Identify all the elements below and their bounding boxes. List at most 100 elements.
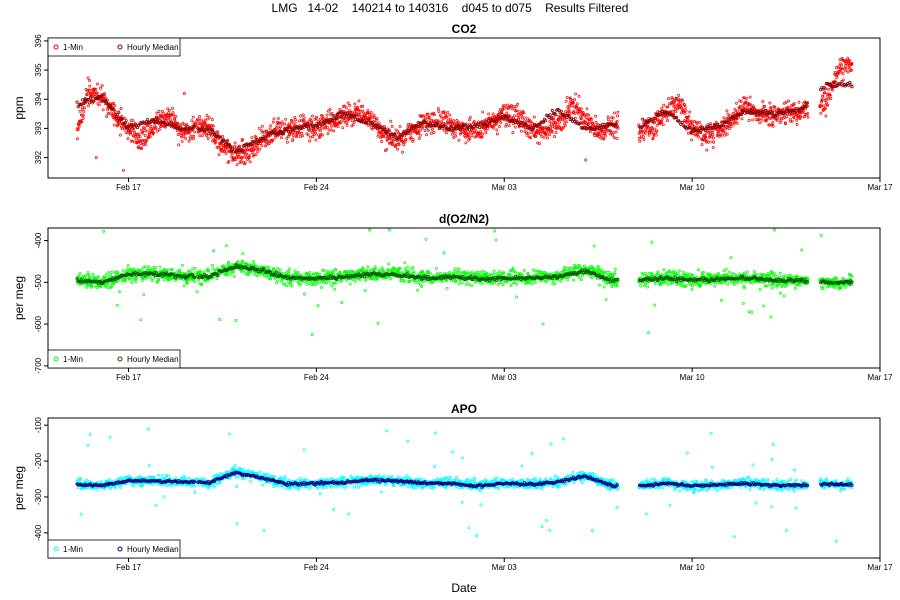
data-point-1min [511, 266, 515, 270]
data-point-1min [109, 273, 113, 277]
data-point-1min [85, 93, 89, 97]
data-point-hourly [500, 112, 504, 117]
data-point-1min [141, 131, 145, 135]
data-point-1min [460, 281, 464, 285]
data-point-1min [711, 145, 715, 149]
data-point-1min [845, 66, 849, 70]
data-point-hourly [331, 114, 335, 118]
data-point-1min [686, 272, 690, 276]
data-point-1min [840, 63, 844, 67]
data-point-1min [359, 105, 363, 108]
data-point-1min [324, 126, 328, 130]
data-point-1min [166, 119, 170, 123]
data-point-1min [738, 104, 742, 108]
data-point-1min [115, 303, 119, 307]
data-point-1min [650, 240, 654, 244]
data-point-1min [182, 92, 186, 95]
data-point-1min [690, 138, 694, 142]
data-point-1min [559, 279, 563, 283]
data-point-1min [149, 125, 153, 128]
data-point-1min [714, 120, 718, 124]
data-point-1min [806, 115, 810, 119]
data-point-1min [310, 131, 314, 135]
data-point-1min [515, 282, 519, 286]
data-point-1min [513, 114, 516, 118]
data-point-1min [724, 267, 728, 271]
data-point-1min [547, 133, 551, 137]
data-point-1min [113, 104, 117, 108]
data-point-1min [436, 119, 440, 123]
data-point-1min [579, 107, 583, 111]
data-point-1min [822, 104, 826, 108]
data-point-1min [494, 238, 498, 242]
data-point-1min [275, 279, 279, 283]
data-point-1min [769, 106, 773, 109]
data-point-1min [657, 272, 661, 276]
data-point-hourly [703, 128, 708, 132]
data-point-1min [329, 128, 333, 132]
data-point-1min [117, 290, 121, 294]
data-point-1min [284, 117, 288, 121]
data-point-1min [563, 118, 567, 122]
data-point-1min [125, 267, 129, 271]
data-point-1min [90, 92, 94, 96]
data-point-1min [322, 269, 326, 272]
data-point-1min [140, 268, 143, 272]
data-point-1min [138, 134, 142, 138]
data-point-1min [684, 283, 688, 287]
data-point-1min [645, 129, 649, 133]
data-point-hourly [75, 100, 79, 104]
data-point-1min [662, 268, 666, 272]
data-point-1min [375, 117, 379, 121]
data-point-1min [801, 109, 805, 113]
data-point-1min [207, 123, 211, 127]
data-point-1min [687, 114, 691, 118]
data-point-1min [314, 131, 318, 135]
data-point-1min [713, 284, 717, 288]
data-point-1min [150, 129, 154, 133]
data-point-1min [496, 282, 500, 286]
data-point-1min [748, 103, 752, 107]
data-point-1min [585, 107, 589, 111]
data-point-hourly [785, 112, 789, 116]
data-point-1min [513, 270, 517, 274]
data-point-hourly [158, 118, 162, 122]
data-point-1min [777, 116, 781, 120]
data-point-1min [121, 268, 125, 272]
data-point-1min [137, 132, 141, 136]
data-point-1min [387, 228, 391, 232]
data-point-1min [797, 100, 801, 104]
data-point-1min [784, 101, 788, 104]
data-point-1min [384, 135, 388, 139]
data-point-1min [595, 277, 599, 281]
data-point-1min [600, 133, 604, 137]
data-point-1min [389, 119, 393, 123]
data-point-1min [507, 124, 511, 128]
data-point-1min [704, 132, 708, 136]
data-point-1min [537, 142, 541, 146]
data-point-1min [497, 112, 501, 116]
data-point-1min [819, 104, 823, 108]
data-point-1min [346, 101, 350, 105]
data-point-1min [182, 284, 186, 288]
data-point-1min [80, 113, 84, 117]
data-point-1min [843, 64, 847, 68]
data-point-1min [434, 266, 438, 270]
data-point-1min [211, 124, 215, 128]
data-point-1min [437, 110, 441, 113]
data-point-1min [520, 113, 524, 117]
data-point-1min [298, 135, 302, 139]
data-point-1min [94, 88, 98, 91]
data-point-1min [311, 282, 315, 286]
data-point-1min [137, 135, 140, 139]
data-point-1min [567, 110, 571, 114]
data-point-1min [653, 282, 657, 286]
data-point-1min [124, 130, 128, 134]
data-point-1min [109, 270, 113, 274]
data-point-1min [87, 104, 90, 108]
data-point-1min [554, 131, 558, 135]
data-point-1min [505, 111, 509, 115]
data-point-1min [662, 103, 666, 107]
data-point-1min [280, 120, 284, 124]
